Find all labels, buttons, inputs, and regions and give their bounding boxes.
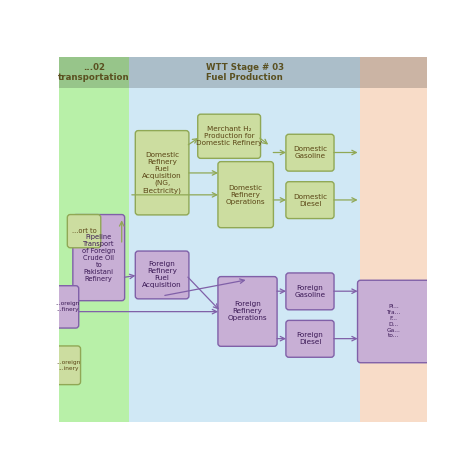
FancyBboxPatch shape xyxy=(73,215,125,301)
FancyBboxPatch shape xyxy=(218,277,277,346)
Bar xyxy=(59,57,129,422)
FancyBboxPatch shape xyxy=(286,134,334,171)
FancyBboxPatch shape xyxy=(56,346,81,384)
FancyBboxPatch shape xyxy=(286,320,334,357)
Text: Domestic
Refinery
Operations: Domestic Refinery Operations xyxy=(226,185,265,205)
Text: Merchant H₂
Production for
Domestic Refinery: Merchant H₂ Production for Domestic Refi… xyxy=(196,126,262,146)
FancyBboxPatch shape xyxy=(67,215,101,248)
Bar xyxy=(360,57,427,88)
Text: Domestic
Refinery
Fuel
Acquisition
(NG,
Electricity): Domestic Refinery Fuel Acquisition (NG, … xyxy=(142,152,182,194)
Text: Foreign
Diesel: Foreign Diesel xyxy=(297,332,323,346)
Bar xyxy=(59,57,129,88)
Text: Foreign
Refinery
Operations: Foreign Refinery Operations xyxy=(228,301,267,321)
Text: Foreign
Refinery
Fuel
Acquisition: Foreign Refinery Fuel Acquisition xyxy=(142,262,182,289)
Text: ...ort to: ...ort to xyxy=(72,228,96,234)
FancyBboxPatch shape xyxy=(357,280,429,363)
Text: Domestic
Diesel: Domestic Diesel xyxy=(293,194,327,207)
FancyBboxPatch shape xyxy=(286,182,334,219)
FancyBboxPatch shape xyxy=(198,114,261,158)
Text: ...oreign
...finery: ...oreign ...finery xyxy=(55,301,80,312)
Text: Pi...
Tra...
F...
D...
Ga...
to...: Pi... Tra... F... D... Ga... to... xyxy=(386,304,401,338)
Text: ...oreign
...inery: ...oreign ...inery xyxy=(56,360,81,371)
Text: WTT Stage # 03
Fuel Production: WTT Stage # 03 Fuel Production xyxy=(206,63,284,82)
FancyBboxPatch shape xyxy=(218,162,273,228)
Text: Domestic
Gasoline: Domestic Gasoline xyxy=(293,146,327,159)
Bar xyxy=(360,57,427,422)
Bar xyxy=(129,57,361,88)
Bar xyxy=(129,57,361,422)
FancyBboxPatch shape xyxy=(286,273,334,310)
FancyBboxPatch shape xyxy=(56,286,79,328)
Text: ...02
transportation: ...02 transportation xyxy=(58,63,130,82)
FancyBboxPatch shape xyxy=(135,251,189,299)
Text: Pipeline
Transport
of Foreign
Crude Oil
to
Pakistani
Refinery: Pipeline Transport of Foreign Crude Oil … xyxy=(82,234,116,282)
Text: Foreign
Gasoline: Foreign Gasoline xyxy=(294,285,326,298)
FancyBboxPatch shape xyxy=(135,131,189,215)
